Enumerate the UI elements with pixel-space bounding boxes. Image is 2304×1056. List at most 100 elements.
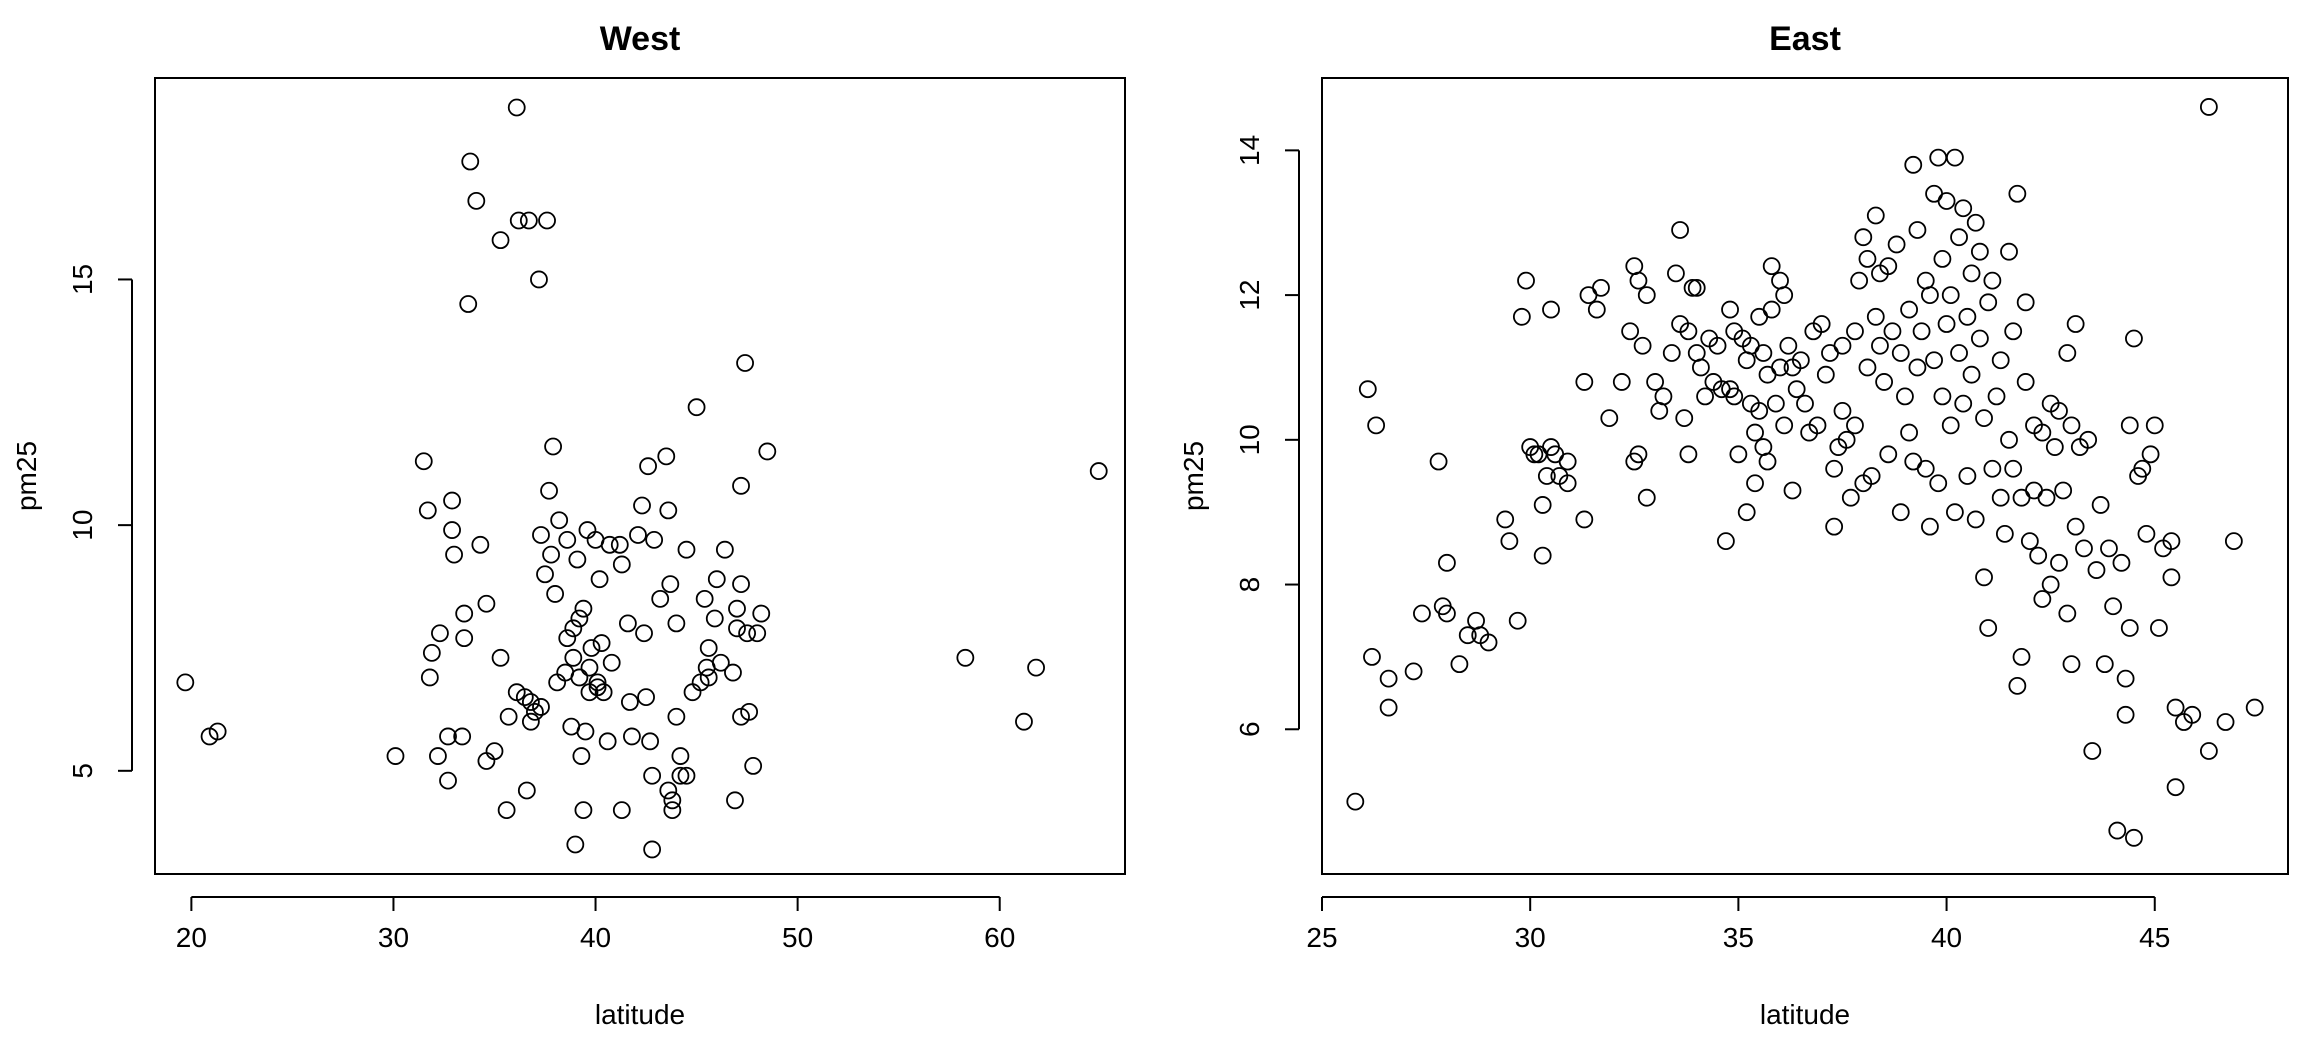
east-point (1787, 380, 1806, 399)
west-point (637, 688, 655, 707)
west-point (576, 722, 595, 741)
east-point (1979, 293, 1998, 312)
west-point (536, 565, 554, 584)
east-point (1771, 358, 1789, 377)
west-x-tick-label: 30 (378, 922, 409, 953)
west-x-axis-label: latitude (595, 999, 685, 1030)
east-point (1508, 611, 1527, 630)
east-point (1858, 358, 1877, 377)
west-point (491, 231, 510, 250)
east-point (1808, 416, 1827, 435)
east-point (2033, 590, 2052, 608)
east-point (1904, 155, 1923, 174)
east-point (1937, 192, 1956, 210)
west-point (431, 624, 449, 643)
east-point (2058, 604, 2077, 623)
west-point (491, 648, 510, 667)
west-point (620, 693, 639, 711)
west-point (1015, 712, 1033, 731)
east-point (1621, 322, 1640, 341)
east-panel: East 25 30 35 40 45 6 8 10 12 14 latitude pm25 (1178, 20, 2289, 1030)
west-point (726, 791, 744, 810)
east-point (1945, 503, 1964, 522)
west-point (429, 747, 447, 765)
east-point (1850, 271, 1869, 290)
west-point (455, 629, 474, 648)
west-point (1027, 658, 1045, 677)
east-point (2075, 539, 2093, 558)
east-point (1667, 264, 1685, 283)
west-point (687, 398, 706, 417)
east-point (2000, 430, 2018, 449)
east-x-tick-label: 35 (1723, 922, 1754, 953)
east-point (1887, 235, 1906, 254)
east-point (1979, 619, 1998, 637)
west-point (176, 673, 195, 692)
west-point (414, 452, 433, 471)
west-point (618, 614, 637, 633)
east-point (1429, 452, 1448, 471)
east-point (1866, 307, 1885, 326)
east-point (1950, 344, 1968, 362)
west-point (564, 648, 583, 667)
west-point (519, 211, 538, 230)
east-point (1762, 257, 1781, 276)
west-point (699, 639, 718, 657)
west-point (728, 599, 746, 618)
west-y-axis-label: pm25 (11, 441, 42, 511)
east-point (2095, 655, 2114, 674)
east-point (1958, 467, 1977, 485)
east-point (1916, 271, 1935, 290)
east-point (2004, 322, 2023, 341)
east-point (1846, 322, 1864, 341)
west-y-tick-label: 15 (67, 264, 98, 295)
west-point (598, 732, 617, 751)
east-point (1879, 445, 1898, 464)
east-point (1779, 336, 1798, 355)
west-point (758, 442, 777, 461)
west-point (683, 683, 702, 702)
east-point (1533, 546, 1552, 565)
west-panel: West 20 30 40 50 60 5 10 15 latitude pm25 (11, 20, 1126, 1030)
east-point (2224, 532, 2243, 551)
west-point (663, 801, 682, 820)
east-point (2066, 315, 2085, 333)
west-point (740, 702, 759, 721)
east-point (1458, 626, 1477, 645)
east-point (1941, 286, 1960, 304)
east-point (1750, 307, 1769, 326)
east-point (2183, 705, 2202, 724)
east-point (1612, 373, 1631, 391)
west-point (582, 639, 601, 657)
east-point (1771, 271, 1789, 290)
east-point (1575, 510, 1594, 529)
east-point (2116, 669, 2135, 688)
west-point (724, 663, 742, 682)
west-point (546, 585, 565, 603)
east-y-tick-label: 6 (1234, 721, 1265, 737)
east-point (2041, 575, 2060, 594)
west-point (574, 801, 593, 820)
east-point (1754, 438, 1773, 456)
east-point (2066, 517, 2085, 536)
west-point (526, 702, 544, 721)
west-point (578, 521, 597, 539)
west-point (738, 624, 757, 643)
east-point (1958, 307, 1977, 326)
east-point (1825, 517, 1844, 536)
west-point (459, 295, 478, 313)
east-point (2141, 445, 2160, 464)
east-point (2120, 619, 2139, 637)
east-y-tick-label: 8 (1234, 577, 1265, 593)
west-point (612, 555, 631, 574)
east-point (2112, 553, 2131, 572)
east-point (2050, 401, 2068, 420)
east-point (1679, 445, 1698, 464)
west-point (445, 545, 463, 564)
east-point (2125, 828, 2143, 847)
west-point (633, 496, 651, 515)
east-x-tick-label: 30 (1515, 922, 1546, 953)
west-point (659, 781, 678, 800)
east-point (1908, 358, 1927, 377)
east-point (1896, 387, 1914, 406)
